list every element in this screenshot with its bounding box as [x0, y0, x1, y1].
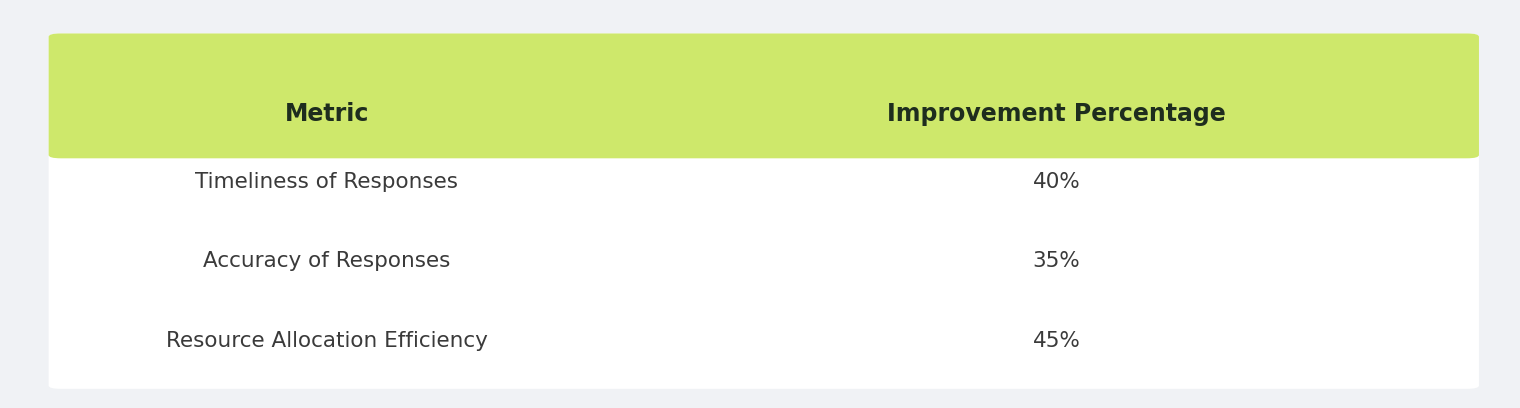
Text: 35%: 35% — [1032, 251, 1081, 271]
Text: Timeliness of Responses: Timeliness of Responses — [195, 171, 459, 192]
Text: Metric: Metric — [284, 102, 369, 126]
Text: 45%: 45% — [1032, 330, 1081, 351]
Text: Resource Allocation Efficiency: Resource Allocation Efficiency — [166, 330, 488, 351]
FancyBboxPatch shape — [49, 33, 1479, 389]
FancyBboxPatch shape — [49, 33, 1479, 158]
Bar — [73, 143, 1455, 155]
Text: Improvement Percentage: Improvement Percentage — [888, 102, 1225, 126]
Text: Accuracy of Responses: Accuracy of Responses — [204, 251, 450, 271]
Text: 40%: 40% — [1032, 171, 1081, 192]
